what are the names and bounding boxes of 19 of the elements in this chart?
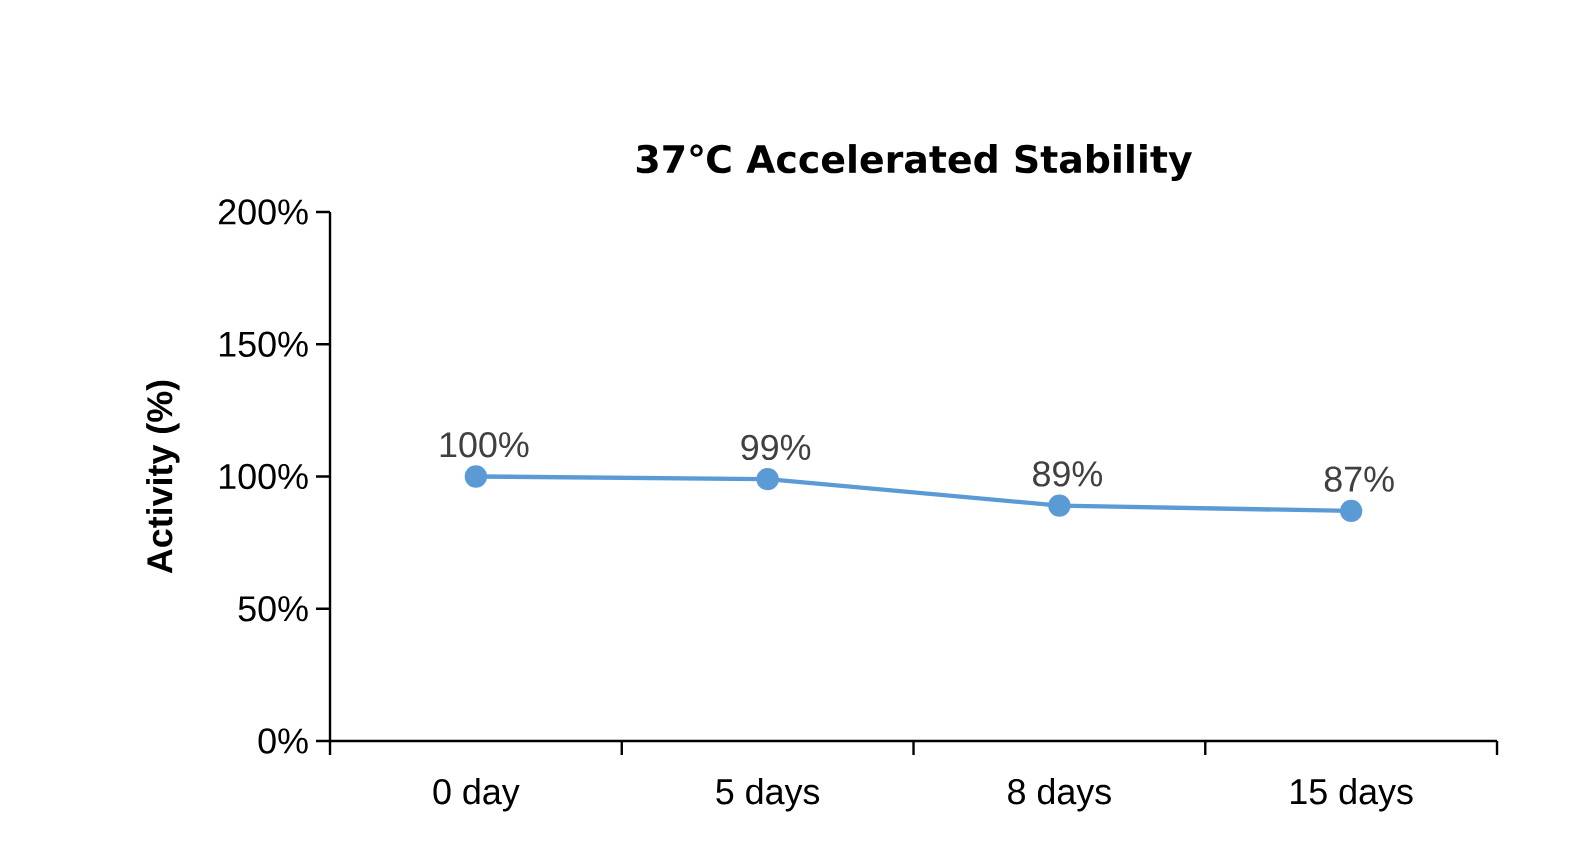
- y-tick-label: 0%: [258, 728, 308, 754]
- point: [1339, 499, 1363, 523]
- point: [756, 467, 779, 491]
- data-label: 100%: [440, 432, 529, 458]
- x-tick-label: 8 days: [1008, 778, 1111, 812]
- x-tick-label: 0 day: [433, 778, 520, 812]
- y-axis-title: Activity (%): [146, 380, 180, 574]
- x-tick-label: 15 days: [1291, 778, 1413, 812]
- y-tick-label: 200%: [219, 199, 308, 225]
- data-label: 99%: [741, 434, 811, 461]
- chart-title: 37℃ Accelerated Stability: [636, 144, 1192, 181]
- point: [464, 465, 488, 488]
- data-label: 87%: [1324, 466, 1394, 492]
- data-label: 89%: [1033, 461, 1103, 487]
- point: [1048, 494, 1071, 517]
- x-tick-label: 5 days: [716, 778, 820, 812]
- y-tick-label: 100%: [219, 463, 308, 490]
- y-tick-label: 150%: [219, 331, 308, 357]
- y-tick-label: 50%: [238, 596, 308, 622]
